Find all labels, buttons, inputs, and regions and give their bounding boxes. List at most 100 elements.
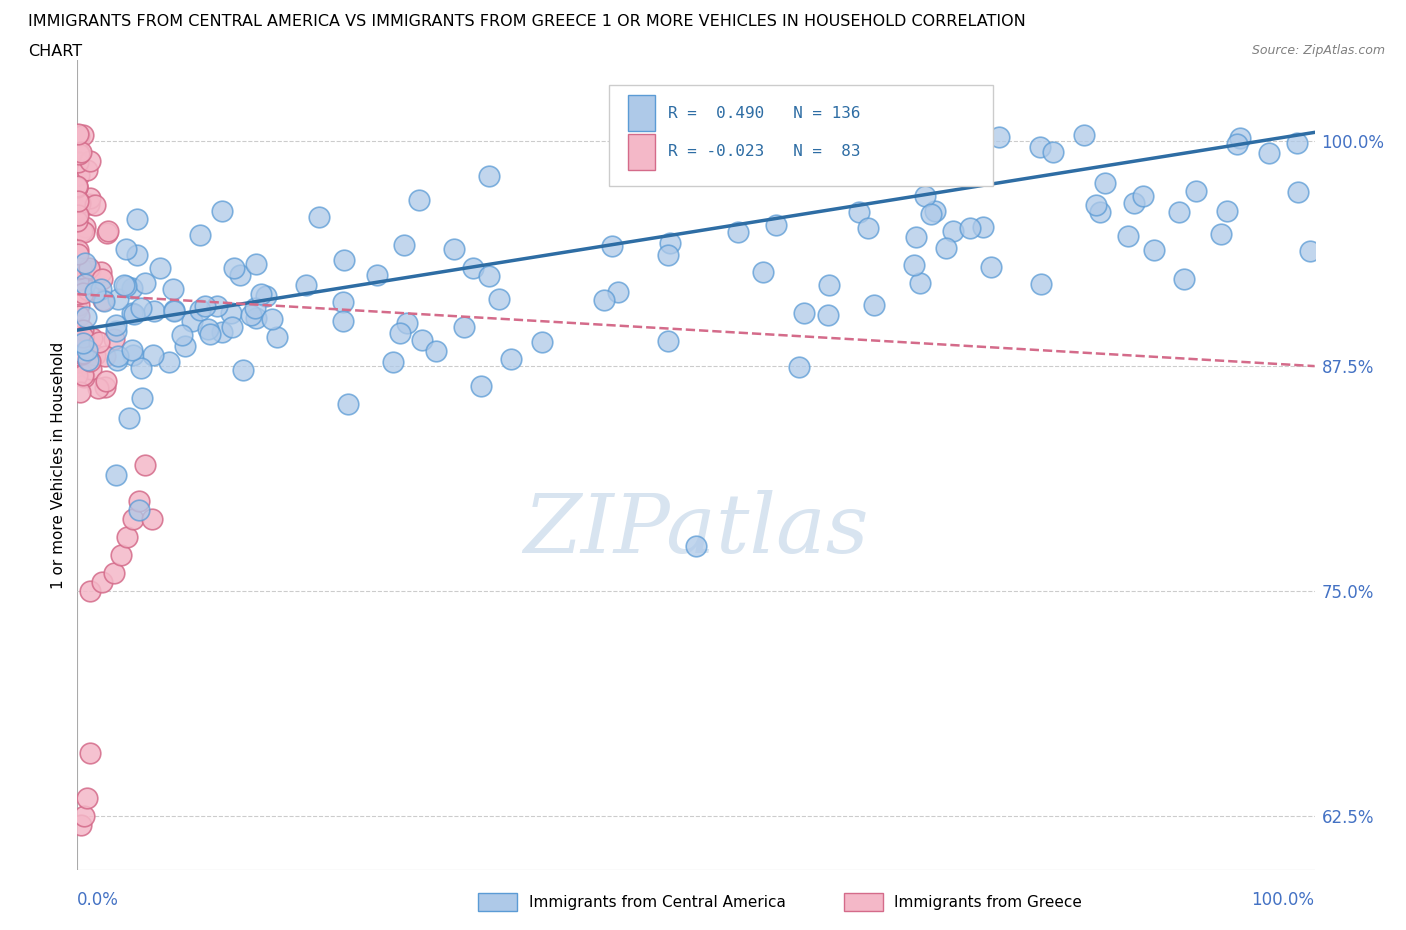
- Point: [72, 286, 94, 300]
- Point: [817, 278, 839, 293]
- Text: CHART: CHART: [28, 44, 82, 59]
- Text: Immigrants from Central America: Immigrants from Central America: [529, 895, 786, 910]
- Point: [122, 348, 145, 363]
- Point: [172, 327, 194, 342]
- Point: [942, 223, 965, 238]
- Point: [66, 180, 89, 195]
- Point: [1088, 205, 1111, 219]
- Point: [1226, 136, 1249, 151]
- Point: [66, 354, 89, 369]
- Point: [107, 349, 129, 364]
- Point: [122, 307, 145, 322]
- Point: [73, 219, 96, 234]
- Point: [425, 344, 447, 359]
- Point: [66, 243, 89, 258]
- Point: [73, 370, 96, 385]
- Point: [121, 343, 143, 358]
- Point: [77, 196, 100, 211]
- Point: [389, 326, 412, 340]
- Point: [478, 269, 501, 284]
- Point: [67, 298, 90, 312]
- Point: [69, 196, 91, 211]
- Point: [174, 339, 197, 353]
- Point: [107, 292, 129, 307]
- Point: [188, 303, 211, 318]
- Point: [1211, 226, 1233, 241]
- Point: [920, 206, 942, 221]
- Y-axis label: 1 or more Vehicles in Household: 1 or more Vehicles in Household: [51, 341, 66, 589]
- Point: [408, 193, 430, 208]
- Point: [80, 362, 103, 377]
- Point: [333, 253, 356, 268]
- Point: [157, 355, 180, 370]
- Point: [66, 367, 89, 382]
- Point: [72, 336, 94, 351]
- Point: [94, 349, 117, 364]
- Point: [112, 277, 135, 292]
- Point: [67, 309, 90, 324]
- Point: [163, 303, 186, 318]
- Point: [180, 313, 202, 328]
- Point: [1143, 243, 1166, 258]
- Point: [77, 260, 100, 275]
- Point: [332, 313, 354, 328]
- Point: [245, 310, 267, 325]
- Point: [392, 237, 415, 252]
- Point: [80, 331, 103, 346]
- Point: [110, 548, 132, 563]
- Point: [904, 230, 927, 245]
- Point: [77, 283, 100, 298]
- FancyBboxPatch shape: [609, 85, 993, 186]
- Point: [79, 353, 101, 368]
- Point: [903, 258, 925, 272]
- Point: [411, 332, 433, 347]
- Point: [76, 163, 98, 178]
- Point: [149, 260, 172, 275]
- Point: [1286, 135, 1309, 150]
- Point: [75, 277, 97, 292]
- Point: [91, 272, 114, 286]
- Point: [72, 808, 94, 823]
- Point: [229, 267, 252, 282]
- Point: [141, 512, 163, 526]
- Point: [266, 330, 288, 345]
- Point: [67, 146, 90, 161]
- Point: [924, 204, 946, 219]
- Point: [97, 223, 120, 238]
- Point: [70, 347, 93, 362]
- Point: [70, 268, 93, 283]
- Point: [211, 324, 233, 339]
- Point: [76, 342, 98, 357]
- Point: [75, 309, 97, 324]
- Point: [83, 198, 105, 213]
- Point: [219, 306, 242, 321]
- Point: [66, 179, 89, 194]
- Point: [70, 260, 93, 275]
- Point: [685, 538, 707, 553]
- Point: [908, 275, 931, 290]
- Point: [72, 329, 94, 344]
- Point: [727, 224, 749, 239]
- Point: [880, 132, 903, 147]
- Point: [67, 129, 90, 144]
- Point: [205, 299, 228, 314]
- Point: [262, 312, 284, 326]
- Point: [337, 396, 360, 411]
- Point: [602, 239, 624, 254]
- Point: [1118, 229, 1140, 244]
- Point: [79, 745, 101, 760]
- Point: [787, 360, 810, 375]
- Point: [90, 281, 112, 296]
- Point: [67, 264, 90, 279]
- Point: [115, 242, 138, 257]
- Point: [67, 262, 90, 277]
- Point: [658, 235, 681, 250]
- Point: [77, 352, 100, 367]
- Point: [959, 220, 981, 235]
- Point: [79, 583, 101, 598]
- Point: [382, 354, 405, 369]
- Point: [67, 126, 90, 141]
- Point: [105, 318, 128, 333]
- Point: [366, 267, 388, 282]
- Point: [103, 331, 125, 346]
